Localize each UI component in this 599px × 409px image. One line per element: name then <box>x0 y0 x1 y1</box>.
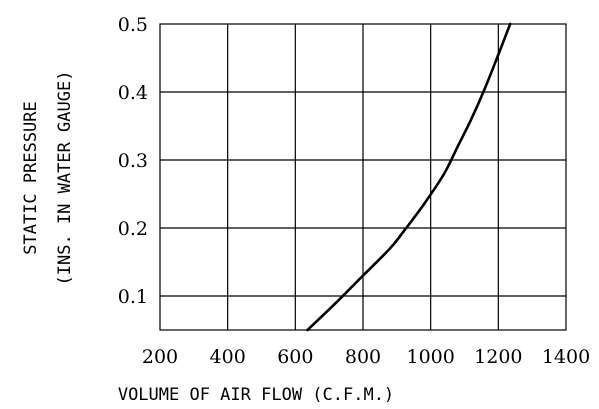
x-axis-label: VOLUME OF AIR FLOW (C.F.M.) <box>118 385 394 405</box>
x-tick-labels: 200 400 600 800 1000 1200 1400 <box>142 346 590 368</box>
grid <box>159 23 567 331</box>
x-tick-label: 800 <box>345 346 381 368</box>
y-axis-label-line-1: STATIC PRESSURE <box>21 101 41 255</box>
x-tick-label: 1400 <box>542 346 590 368</box>
y-tick-label: 0.2 <box>118 218 148 240</box>
x-tick-label: 600 <box>277 346 313 368</box>
y-tick-label: 0.4 <box>118 82 148 104</box>
y-tick-labels: 0.1 0.2 0.3 0.4 0.5 <box>118 14 148 308</box>
x-tick-label: 1200 <box>474 346 522 368</box>
performance-curve <box>306 22 512 332</box>
x-tick-label: 200 <box>142 346 178 368</box>
y-tick-label: 0.1 <box>118 286 148 308</box>
y-tick-label: 0.3 <box>118 150 148 172</box>
x-tick-label: 1000 <box>406 346 454 368</box>
series-group <box>306 22 512 332</box>
x-tick-label: 400 <box>210 346 246 368</box>
y-tick-label: 0.5 <box>118 14 148 36</box>
y-axis-label-line-2: (INS. IN WATER GAUGE) <box>55 71 75 286</box>
